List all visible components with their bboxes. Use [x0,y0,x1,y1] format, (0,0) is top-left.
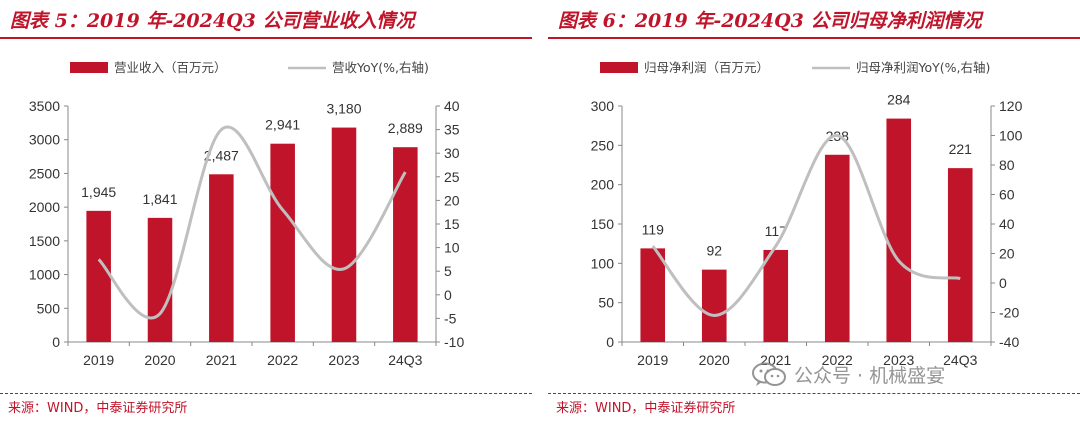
y-tick-label: 300 [591,98,615,114]
y2-tick-label: 25 [444,169,460,185]
title-rule [548,37,1080,39]
x-tick-label: 2022 [267,352,298,368]
bar [824,154,850,342]
x-tick-label: 2020 [144,352,175,368]
y-tick-label: 0 [52,334,60,350]
x-tick-label: 2022 [822,352,853,368]
legend-line-label: 归母净利润YoY(%,右轴) [856,60,990,75]
y-tick-label: 2500 [29,165,60,181]
y2-tick-label: 100 [999,128,1023,144]
x-tick-label: 2019 [83,352,114,368]
y2-tick-label: -20 [999,305,1019,321]
bar-data-label: 92 [706,243,722,259]
y2-tick-label: 120 [999,98,1023,114]
bar [331,127,357,342]
bar-data-label: 2,889 [388,120,423,136]
chart-source: 来源：WIND，中泰证券研究所 [8,401,188,416]
y-tick-label: 3500 [29,98,60,114]
net-profit-chart: 归母净利润（百万元） 归母净利润YoY(%,右轴)0501001502002503… [591,60,1023,368]
y-tick-label: 0 [606,334,614,350]
y2-tick-label: 40 [444,98,460,114]
y2-tick-label: 20 [999,246,1015,262]
revenue-chart-panel: 图表 5：2019 年-2024Q3 公司营业收入情况 营业收入（百万元） 营收Y… [0,0,532,421]
legend-bar-label: 归母净利润（百万元） [644,60,769,75]
source-rule [548,393,1080,394]
y-tick-label: 250 [591,137,615,153]
net-profit-chart-panel: 图表 6：2019 年-2024Q3 公司归母净利润情况 归母净利润（百万元） 归… [548,0,1080,421]
y2-tick-label: -5 [444,310,457,326]
y-tick-label: 50 [598,295,614,311]
y2-tick-label: 40 [999,216,1015,232]
y-tick-label: 1000 [29,267,60,283]
bar [147,217,173,342]
x-tick-label: 24Q3 [388,352,422,368]
bar [393,147,418,342]
y2-tick-label: 15 [444,216,460,232]
bar-data-label: 221 [949,141,973,157]
title-rule [0,37,532,39]
x-tick-label: 2021 [206,352,237,368]
bar [763,249,789,342]
y-tick-label: 500 [37,300,61,316]
chart-title: 图表 6：2019 年-2024Q3 公司归母净利润情况 [558,10,982,32]
y-tick-label: 3000 [29,132,60,148]
y2-tick-label: -10 [444,334,464,350]
x-tick-label: 2019 [637,352,668,368]
bar-data-label: 3,180 [326,101,361,117]
bar [86,210,111,342]
yoy-line [97,125,407,320]
legend-bar-label: 营业收入（百万元） [114,60,227,75]
y2-tick-label: 5 [444,263,452,279]
revenue-chart: 营业收入（百万元） 营收YoY(%,右轴) 0 500 1000 1500 2000 2500… [29,60,465,368]
chart-source: 来源：WIND，中泰证券研究所 [556,401,736,416]
bar-data-label: 119 [642,221,665,237]
x-tick-label: 2023 [883,352,914,368]
source-rule [0,393,532,394]
x-tick-label: 2020 [699,352,730,368]
wechat-icon [752,362,786,386]
bar-data-label: 2,941 [265,117,300,133]
yoy-line [651,134,961,317]
bar-data-label: 1,841 [142,191,177,207]
bar-data-label: 1,945 [81,184,116,200]
y-tick-label: 1500 [29,233,60,249]
bar [270,143,295,342]
bar [947,168,973,342]
y-tick-label: 200 [591,177,615,193]
bar-data-label: 2,487 [204,147,239,163]
bar [640,248,666,342]
chart-title: 图表 5：2019 年-2024Q3 公司营业收入情况 [10,10,415,32]
watermark-text: 公众号 · 机械盛宴 [794,365,946,387]
legend-bar-swatch [70,62,108,73]
y-tick-label: 2000 [29,199,60,215]
y2-tick-label: 60 [999,187,1015,203]
bar-data-label: 284 [887,92,911,108]
y2-tick-label: 30 [444,145,460,161]
x-tick-label: 24Q3 [943,352,977,368]
watermark: 公众号 · 机械盛宴 [752,361,945,388]
y-tick-label: 100 [591,255,615,271]
y2-tick-label: 10 [444,240,460,256]
y-tick-label: 150 [591,216,615,232]
bar [701,269,727,342]
y2-tick-label: 80 [999,157,1015,173]
x-tick-label: 2023 [328,352,359,368]
y2-tick-label: 20 [444,192,460,208]
bar [209,174,234,342]
legend-line-label: 营收YoY(%,右轴) [332,60,429,75]
y2-tick-label: 0 [444,287,452,303]
y2-tick-label: 0 [999,275,1007,291]
y2-tick-label: 35 [444,122,460,138]
legend-bar-swatch [600,62,638,73]
y2-tick-label: -40 [999,334,1019,350]
bar [886,118,912,342]
